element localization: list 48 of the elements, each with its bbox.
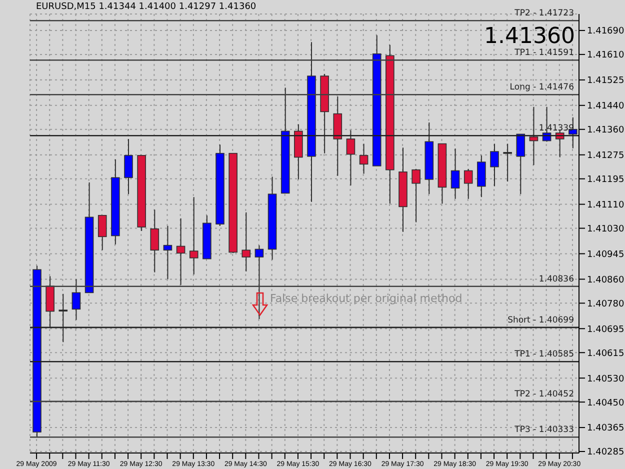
- candlestick: [176, 218, 186, 286]
- candlestick: [412, 168, 420, 223]
- y-tick-label: 1.41525: [587, 76, 624, 86]
- candlestick: [124, 138, 133, 195]
- candlestick: [359, 143, 368, 174]
- candlestick: [464, 168, 473, 200]
- ref-line-label: TP1 - 1.41591: [514, 48, 574, 58]
- y-tick-label: 1.41610: [587, 50, 624, 61]
- y-tick-label: 1.40365: [587, 424, 624, 434]
- candlestick: [254, 244, 264, 320]
- candlestick: [503, 143, 512, 182]
- candlestick: [98, 214, 107, 251]
- candlestick: [150, 209, 160, 273]
- ref-line-label: TP2 - 1.40452: [514, 389, 574, 400]
- candlestick: [189, 196, 198, 275]
- candlestick: [529, 106, 538, 166]
- ref-line-label: 1.40836: [538, 274, 574, 284]
- y-tick-label: 1.40285: [587, 448, 624, 458]
- annotation: 1.41360: [484, 24, 575, 49]
- y-tick-label: 1.40780: [587, 299, 624, 310]
- candlestick: [346, 130, 356, 186]
- y-tick-label: 1.41195: [587, 175, 624, 186]
- y-tick-label: 1.40695: [587, 324, 624, 335]
- y-tick-label: 1.40945: [587, 250, 624, 260]
- y-tick-label: 1.41030: [587, 224, 624, 234]
- ref-line-label: Short - 1.40699: [508, 315, 574, 326]
- candlestick: [163, 225, 172, 280]
- y-tick-label: 1.40615: [587, 348, 624, 359]
- y-tick-label: 1.41440: [587, 102, 624, 112]
- y-tick-label: 1.41110: [587, 200, 624, 210]
- y-tick-label: 1.40450: [587, 398, 624, 408]
- candlestick: [72, 278, 81, 320]
- candlestick: [58, 293, 68, 343]
- candlestick: [516, 134, 526, 195]
- y-tick-label: 1.41690: [587, 26, 624, 37]
- ref-line-label: TP3 - 1.40333: [514, 425, 574, 436]
- ref-line-label: TP1 - 1.40585: [514, 350, 574, 360]
- ref-line-label: Long - 1.41476: [510, 82, 574, 93]
- ref-line-label: TP2 - 1.41723: [514, 8, 574, 19]
- annotation: False breakout per original method: [270, 292, 462, 305]
- candlestick: [450, 148, 460, 200]
- candlestick: [242, 212, 251, 272]
- candlestick: [490, 143, 499, 187]
- chart-title: EURUSD,M15 1.41344 1.41400 1.41297 1.41360: [36, 2, 256, 12]
- y-tick-label: 1.40530: [587, 374, 624, 384]
- y-tick-label: 1.40860: [587, 275, 624, 286]
- y-tick-label: 1.41275: [587, 151, 624, 162]
- y-tick-label: 1.41360: [587, 126, 624, 136]
